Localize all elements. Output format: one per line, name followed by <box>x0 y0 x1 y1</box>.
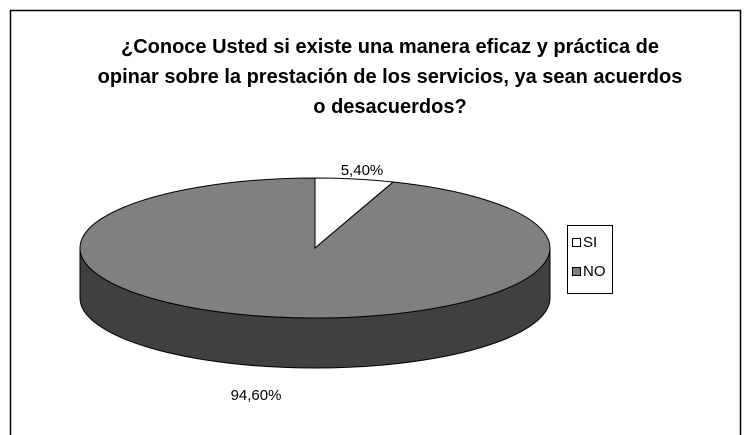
data-label: 5,40% <box>341 162 384 179</box>
legend-label: SI <box>583 234 597 251</box>
chart-title: ¿Conoce Usted si existe una manera efica… <box>97 36 683 118</box>
legend-label: NO <box>583 263 606 280</box>
pie-slice <box>79 177 551 319</box>
legend-box <box>567 225 613 294</box>
legend-swatch <box>572 267 581 276</box>
chart-border <box>9 9 742 435</box>
data-label: 94,60% <box>231 387 282 404</box>
legend-swatch <box>572 238 581 247</box>
